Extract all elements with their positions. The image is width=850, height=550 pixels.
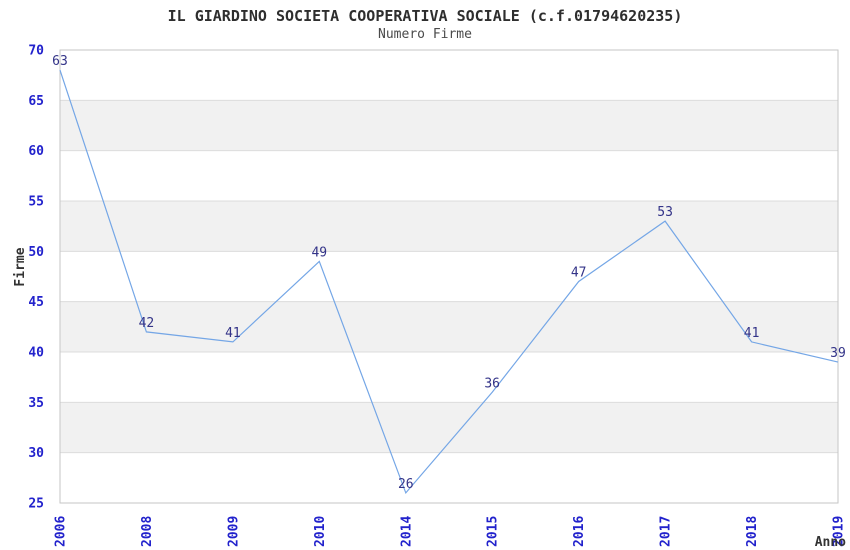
data-label: 63: [52, 54, 68, 69]
x-tick-label: 2018: [745, 516, 760, 547]
x-tick-label: 2009: [226, 516, 241, 547]
y-tick-label: 35: [28, 396, 44, 411]
plot-band: [60, 201, 838, 252]
chart-subtitle: Numero Firme: [378, 27, 472, 42]
plot-band: [60, 301, 838, 352]
chart-title: IL GIARDINO SOCIETA COOPERATIVA SOCIALE …: [167, 7, 683, 25]
y-tick-label: 60: [28, 144, 44, 159]
data-label: 39: [830, 346, 846, 361]
y-tick-label: 70: [28, 44, 44, 59]
x-tick-label: 2015: [486, 516, 501, 547]
data-label: 47: [571, 266, 587, 281]
x-axis-label: Anno: [815, 535, 846, 550]
x-tick-label: 2006: [54, 516, 69, 547]
y-tick-label: 30: [28, 446, 44, 461]
data-line: [59, 69, 839, 495]
data-label: 41: [744, 326, 760, 341]
data-label: 53: [657, 205, 673, 220]
data-label: 42: [139, 316, 155, 331]
x-tick-label: 2017: [659, 516, 674, 547]
y-tick-label: 65: [28, 94, 44, 109]
x-tick-label: 2016: [572, 516, 587, 547]
plot-band: [60, 100, 838, 151]
plot-border: [59, 49, 839, 504]
x-tick-label: 2010: [313, 516, 328, 547]
data-label: 26: [398, 477, 414, 492]
x-tick-label: 2008: [140, 516, 155, 547]
y-axis-label: Firme: [13, 247, 28, 286]
y-tick-label: 25: [28, 497, 44, 512]
x-tick-label: 2014: [399, 516, 414, 547]
data-label: 36: [484, 376, 500, 391]
plot-band: [60, 402, 838, 453]
x-tick-label: 2019: [832, 516, 847, 547]
y-tick-label: 45: [28, 295, 44, 310]
data-label: 41: [225, 326, 241, 341]
y-tick-label: 55: [28, 195, 44, 210]
y-tick-label: 50: [28, 245, 44, 260]
y-tick-label: 40: [28, 346, 44, 361]
data-label: 49: [311, 245, 327, 260]
